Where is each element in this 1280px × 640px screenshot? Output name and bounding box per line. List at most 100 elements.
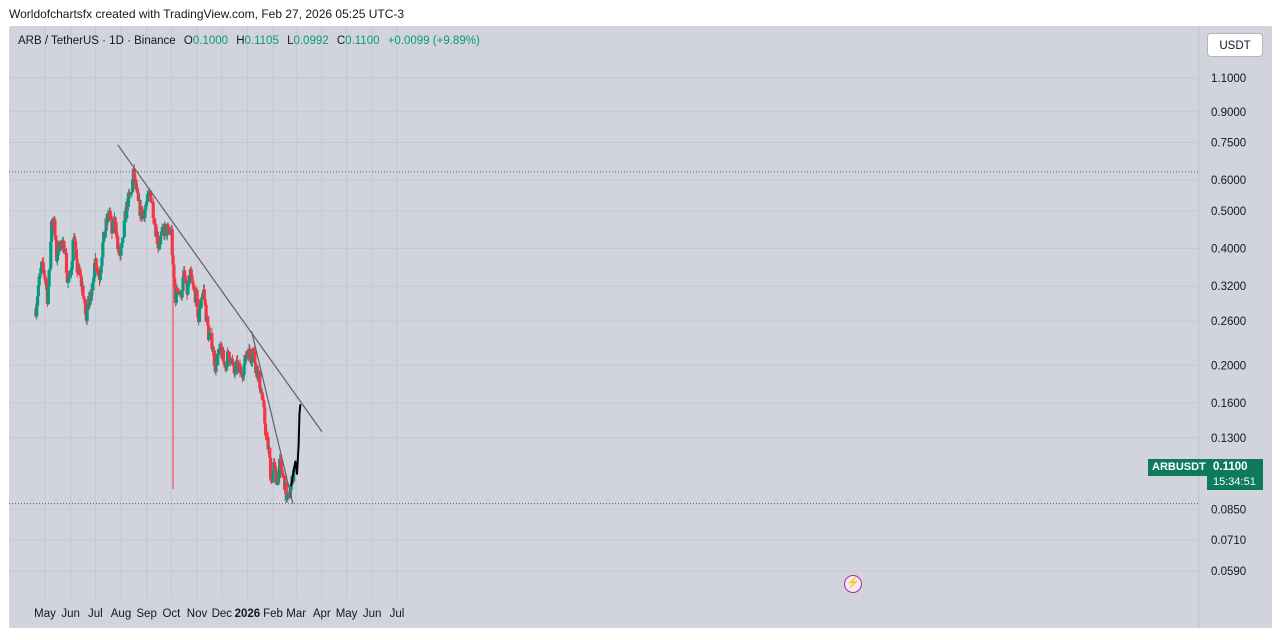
candle-body — [125, 201, 129, 219]
x-tick-label: May — [336, 608, 358, 620]
candle-body — [95, 268, 99, 271]
lightning-icon[interactable]: ⚡ — [844, 575, 862, 593]
candle-body — [198, 307, 202, 309]
candle-body — [115, 234, 119, 237]
candle-body — [122, 220, 126, 238]
candle-body — [289, 483, 293, 491]
candle-body — [62, 241, 66, 254]
candle-body — [262, 400, 266, 408]
candle-body — [172, 264, 176, 279]
x-tick-label: Jun — [61, 608, 80, 620]
candle-body — [145, 194, 150, 202]
candle-body — [66, 279, 70, 283]
candle-body — [266, 437, 270, 450]
candle-body — [154, 224, 158, 237]
candle-body — [284, 481, 288, 501]
candle-body — [230, 358, 235, 363]
candle-body — [210, 333, 214, 349]
candle-body — [54, 239, 59, 261]
candle-body — [134, 179, 138, 189]
candle-body — [54, 235, 58, 240]
candle-body — [119, 248, 123, 256]
candle-body — [196, 298, 200, 318]
candle-body — [160, 227, 164, 232]
candle-body — [273, 466, 278, 472]
open-label: O — [183, 35, 193, 47]
candle-body — [263, 407, 267, 424]
candle-body — [181, 277, 185, 292]
candle-body — [97, 270, 101, 275]
candle-body — [187, 275, 192, 284]
candle-body — [197, 308, 202, 323]
x-tick-label: May — [34, 608, 56, 620]
candle-body — [59, 240, 64, 245]
candle-body — [40, 261, 45, 263]
y-tick-label: 0.9000 — [1211, 107, 1246, 119]
candle-body — [268, 457, 273, 480]
candle-body — [69, 269, 74, 275]
candle-body — [64, 252, 69, 273]
low-value: 0.0992 — [293, 35, 329, 47]
candle-body — [222, 361, 226, 365]
candle-body — [116, 236, 120, 250]
candle-body — [270, 481, 274, 483]
candle-body — [228, 357, 232, 364]
candle-body — [271, 470, 275, 483]
x-tick-label: Dec — [212, 608, 233, 620]
candle-body — [189, 269, 193, 277]
candle-body — [249, 355, 253, 363]
candle-body — [287, 493, 291, 495]
currency-button[interactable]: USDT — [1207, 33, 1263, 57]
steep-resistance-trendline — [250, 330, 294, 504]
y-tick-label: 0.2000 — [1211, 360, 1246, 372]
candle-body — [74, 249, 78, 260]
candle-body — [146, 193, 150, 195]
candle-body — [132, 168, 136, 181]
candle-body — [108, 210, 112, 216]
candle-body — [231, 362, 235, 365]
x-tick-label: Feb — [263, 608, 283, 620]
candle-body — [98, 273, 102, 281]
candle-body — [183, 277, 188, 283]
candle-body — [152, 218, 156, 224]
candle-body — [216, 355, 220, 366]
y-tick-label: 1.1000 — [1211, 73, 1246, 85]
x-tick-label: Mar — [286, 608, 306, 620]
candle-body — [79, 276, 83, 287]
candle-body — [39, 268, 43, 274]
candle-body — [47, 270, 51, 287]
candle-body — [70, 261, 74, 270]
candle-body — [89, 289, 93, 301]
candle-body — [241, 375, 245, 377]
candle-body — [165, 226, 169, 236]
candle-body — [207, 334, 212, 341]
y-tick-label: 0.6000 — [1211, 175, 1246, 187]
last-price: 0.1100 — [1213, 461, 1248, 473]
candle-body — [285, 494, 289, 501]
candle-body — [263, 423, 268, 436]
candle-body — [192, 288, 197, 292]
candle-body — [170, 229, 174, 256]
candle-body — [243, 355, 247, 365]
candle-body — [238, 363, 242, 373]
chart-area[interactable]: 1.1000 0.9000 0.7500 0.6000 0.5000 0.4000 0.32… — [9, 26, 1272, 628]
candle-body — [55, 255, 59, 261]
y-tick-label: 0.1300 — [1211, 433, 1246, 445]
y-tick-label: 0.0710 — [1211, 535, 1246, 547]
symbol-info[interactable]: ARB / TetherUS · 1D · Binance — [18, 35, 176, 47]
candle-body — [149, 191, 153, 202]
candle-body — [195, 289, 199, 299]
candle-body — [259, 388, 263, 393]
candle-body — [76, 272, 80, 274]
candle-body — [250, 356, 254, 362]
price-chart[interactable]: 1.1000 0.9000 0.7500 0.6000 0.5000 0.4000 0.32… — [9, 26, 1272, 628]
x-tick-label: Oct — [162, 608, 181, 620]
candle-body — [163, 223, 167, 236]
last-price-tag: 0.1100 15:34:51 — [1207, 459, 1263, 490]
y-tick-label: 0.0850 — [1211, 504, 1246, 516]
candle-body — [174, 287, 178, 303]
candle-body — [120, 242, 124, 249]
candle-body — [153, 223, 157, 225]
candle-body — [147, 191, 151, 194]
candle-body — [278, 459, 283, 463]
